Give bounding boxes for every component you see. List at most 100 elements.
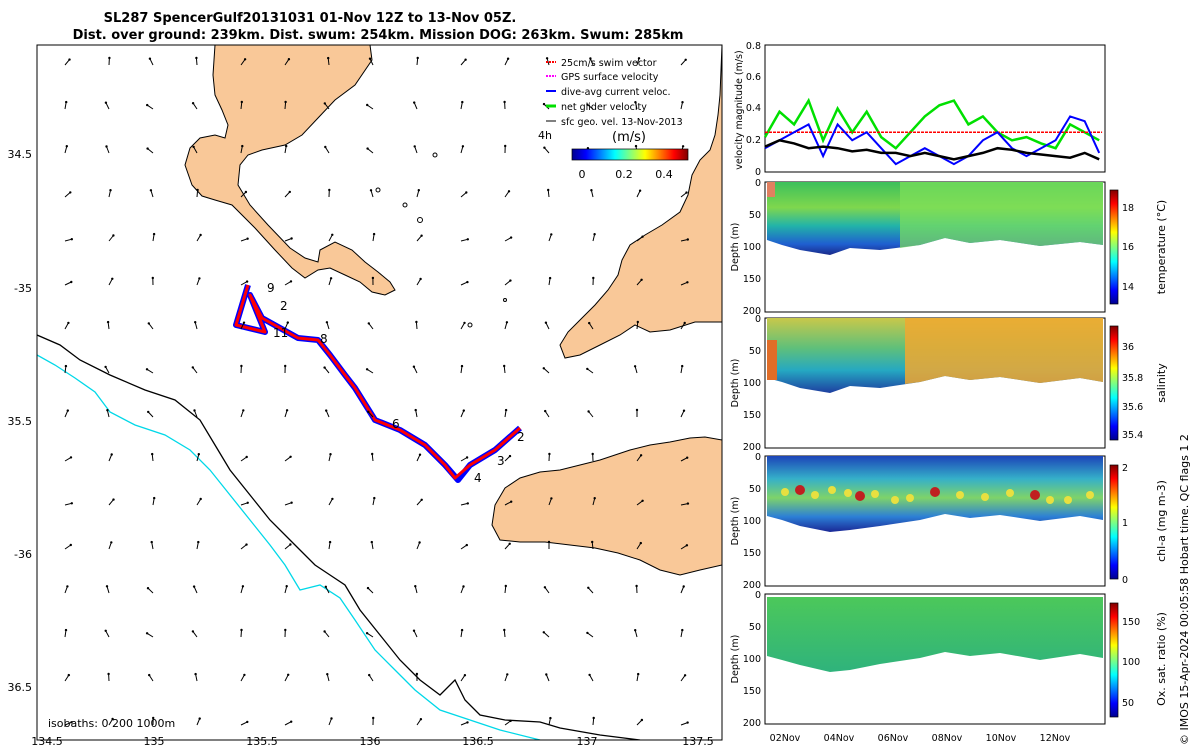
velocity-vector-head (416, 56, 419, 60)
velocity-vector-head (66, 585, 69, 588)
track-label: 11 (273, 326, 288, 340)
velocity-vector-head (288, 190, 291, 194)
velocity-vector-head (69, 543, 73, 547)
velocity-vector-head (192, 145, 195, 149)
velocity-vector-head (285, 144, 288, 148)
velocity-vector-head (241, 585, 245, 588)
cbar-label: Ox. sat. ratio (%) (1155, 612, 1168, 706)
velocity-vector-head (327, 56, 330, 60)
velocity-vector-head (149, 189, 153, 192)
land-kangaroo-island (491, 436, 722, 576)
velocity-vector-head (684, 58, 687, 61)
cbar-tick: 18 (1122, 203, 1134, 214)
date-axis: 02Nov 04Nov 06Nov 08Nov 10Nov 12Nov (770, 733, 1071, 744)
velocity-vector-head (503, 100, 506, 104)
map-xtick: 137 (577, 735, 598, 748)
velocity-vector-head (641, 235, 644, 238)
velocity-series (763, 97, 1103, 166)
velocity-vector-head (466, 238, 469, 241)
velocity-vector-head (366, 147, 369, 150)
velocity-vector-head (151, 276, 154, 280)
velocity-vector-head (413, 101, 416, 104)
cbar-tick: 2 (1122, 463, 1128, 474)
velocity-vector-head (634, 629, 637, 632)
velocity-vector-head (543, 586, 547, 589)
velocity-vector-head (112, 234, 115, 237)
chart-title-line1: SL287 SpencerGulf20131031 01-Nov 12Z to … (104, 11, 517, 26)
velocity-vector-head (464, 58, 467, 61)
velocity-vector-head (191, 630, 195, 633)
map-xtick: 134.5 (31, 735, 63, 748)
velocity-vector-head (243, 58, 247, 61)
velocity-vector-head (368, 57, 372, 60)
salinity-panel: 0 50 100 150 200 Depth (m) 35.4 35.6 35.… (730, 314, 1168, 453)
velocity-vector-head (199, 497, 202, 501)
velocity-vector-head (367, 410, 370, 413)
chla-point (1064, 496, 1072, 504)
velocity-vector-head (369, 189, 373, 192)
velocity-vector-head (544, 409, 547, 413)
velocity-vector-head (412, 365, 416, 368)
velocity-vector-head (152, 716, 155, 720)
velocity-vector-head (593, 497, 596, 500)
map-xtick: 135 (144, 735, 165, 748)
velocity-vector-head (146, 103, 149, 107)
velocity-vector-head (104, 365, 107, 369)
colorbar-tick: 0 (579, 168, 586, 181)
chla-point (828, 486, 836, 494)
velocity-vector-head (588, 321, 591, 325)
velocity-vector-head (68, 58, 71, 61)
depth-tick: 100 (743, 242, 761, 253)
velocity-vector-head (66, 409, 70, 412)
cbar-tick: 35.8 (1122, 373, 1143, 384)
colorbar-tick: 0.2 (615, 168, 633, 181)
velocity-vector-head (461, 100, 464, 104)
velocity-vector-head (331, 233, 334, 236)
date-tick: 08Nov (932, 733, 963, 744)
velocity-vector-head (548, 452, 551, 456)
velocity-vector-head (637, 672, 640, 676)
velocity-vector-head (686, 456, 689, 459)
velocity-vector-head (70, 721, 73, 724)
colorbar-tick: 0.4 (655, 168, 673, 181)
velocity-vector-head (70, 502, 74, 505)
velocity-vector-head (681, 101, 684, 104)
velocity-vector-head (191, 102, 195, 105)
velocity-vector-head (412, 629, 416, 632)
track-label: 9 (267, 281, 275, 295)
cbar-tick: 14 (1122, 282, 1134, 293)
vel-ytick: 0.6 (746, 72, 761, 83)
velocity-vector-head (366, 103, 369, 107)
velocity-vector-head (545, 57, 549, 60)
velocity-vector-head (199, 233, 202, 237)
velocity-vector-head (366, 586, 370, 590)
velocity-vector-head (414, 408, 417, 412)
velocity-vector-head (640, 278, 643, 281)
velocity-vector-head (197, 540, 200, 544)
velocity-vector-head (415, 320, 418, 324)
cbar-tick: 35.6 (1122, 402, 1143, 413)
velocity-vector-head (193, 409, 196, 412)
velocity-vector-head (504, 144, 507, 148)
depth-tick: 0 (755, 314, 761, 325)
velocity-vector-head (328, 188, 331, 192)
velocity-vector-head (194, 672, 197, 676)
velocity-vector-head (104, 101, 108, 104)
velocity-vector-head (466, 502, 469, 505)
velocity-vector-head (109, 189, 112, 192)
chart-title-line2: Dist. over ground: 239km. Dist. swum: 25… (73, 28, 684, 43)
velocity-vector-head (635, 408, 639, 412)
velocity-vector-head (466, 280, 469, 284)
velocity-vector-head (150, 540, 153, 544)
velocity-vector-head (372, 716, 375, 720)
chla-point (1030, 490, 1040, 500)
velocity-vector-head (284, 628, 287, 632)
velocity-vector-head (245, 543, 248, 546)
depth-tick: 0 (755, 452, 761, 463)
velocity-vector-head (542, 631, 545, 634)
velocity-vector-head (640, 718, 644, 722)
depth-tick: 200 (743, 580, 761, 591)
velocity-series-line (764, 115, 1101, 166)
velocity-vector-head (592, 276, 595, 280)
chla-point (781, 488, 789, 496)
